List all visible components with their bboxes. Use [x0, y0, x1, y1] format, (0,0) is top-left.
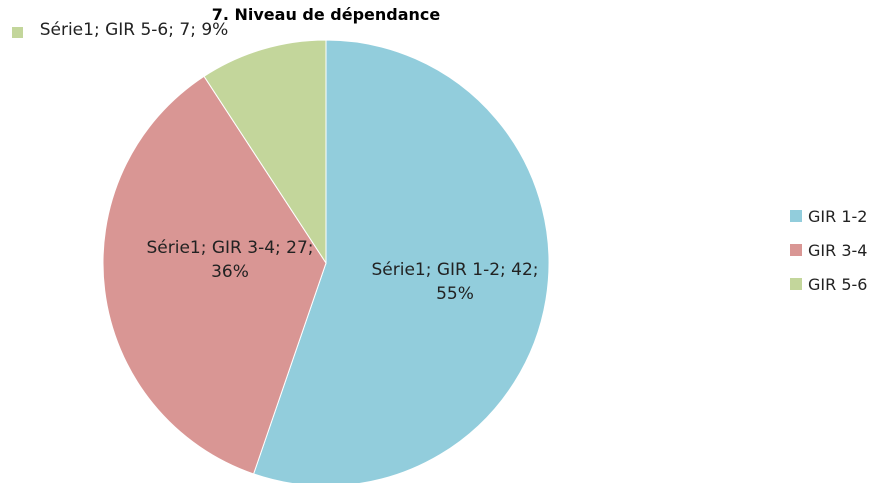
legend-swatch	[790, 244, 802, 256]
data-label: Série1; GIR 3-4; 27; 36%	[146, 238, 314, 282]
pie-slice	[102, 75, 327, 475]
data-label: Série1; GIR 5-6; 7; 9%	[39, 20, 229, 40]
legend-swatch	[790, 278, 802, 290]
chart-title: 7. Niveau de dépendance	[212, 5, 441, 24]
data-label: Série1; GIR 1-2; 42; 55%	[371, 260, 539, 304]
legend-swatch	[790, 210, 802, 222]
label-key	[12, 27, 23, 38]
legend-label: GIR 3-4	[808, 241, 867, 260]
legend-label: GIR 5-6	[808, 275, 867, 294]
legend-label: GIR 1-2	[808, 207, 867, 226]
pie-slice	[203, 39, 327, 265]
